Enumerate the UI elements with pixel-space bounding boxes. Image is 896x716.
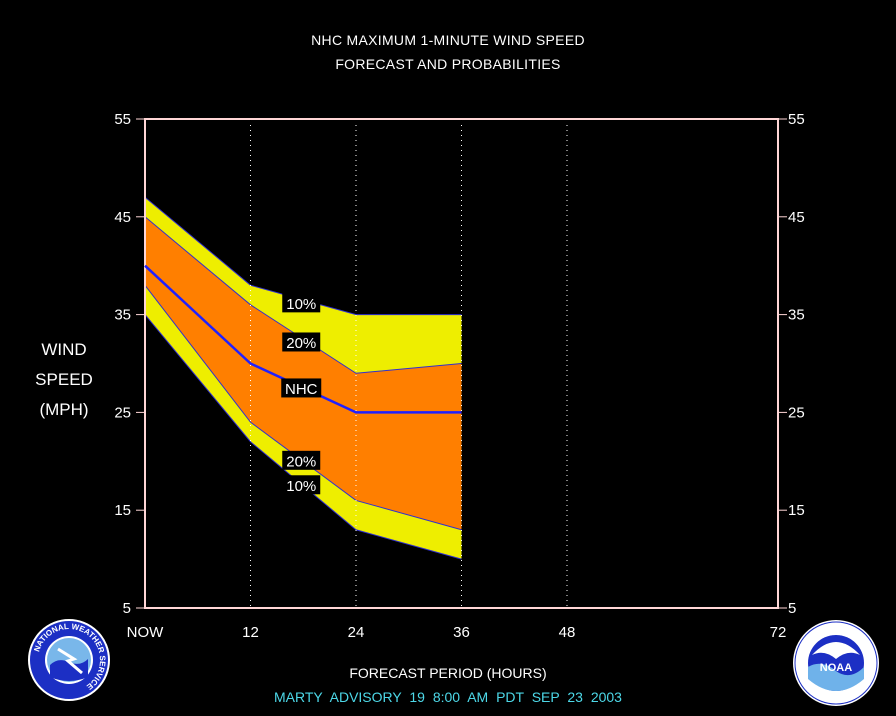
band-label-bg-0 xyxy=(282,293,321,313)
band-label-2: NHC xyxy=(285,381,318,398)
band-label-bg-2 xyxy=(281,378,322,398)
x-tick-label-48: 48 xyxy=(559,624,576,641)
nws-logo-icon: NATIONAL WEATHER SERVICE xyxy=(28,619,110,701)
probability-bands xyxy=(144,196,462,560)
x-axis-label: FORECAST PERIOD (HOURS) xyxy=(349,665,547,681)
y-axis-label-line-3: (MPH) xyxy=(39,400,89,419)
advisory-footer: MARTY ADVISORY 19 8:00 AM PDT SEP 23 200… xyxy=(274,689,622,705)
y-tick-label-left-5: 5 xyxy=(123,600,131,617)
band-label-bg-3 xyxy=(282,450,321,470)
band-labels: 10% 20% NHC 20% 10% xyxy=(281,293,322,495)
y-tick-label-left-55: 55 xyxy=(114,111,131,128)
band-label-bg-4 xyxy=(282,475,321,495)
chart-subtitle: FORECAST AND PROBABILITIES xyxy=(335,56,561,72)
chart-title: NHC MAXIMUM 1-MINUTE WIND SPEED xyxy=(311,32,585,48)
band-label-1: 20% xyxy=(286,335,316,352)
x-tick-label-36: 36 xyxy=(453,624,470,641)
y-tick-label-left-45: 45 xyxy=(114,209,131,226)
x-tick-label-now: NOW xyxy=(127,624,165,641)
y-tick-label-right-45: 45 xyxy=(788,209,805,226)
plot-frame xyxy=(144,118,779,609)
y-tick-label-right-15: 15 xyxy=(788,502,805,519)
band-label-bg-1 xyxy=(282,332,321,352)
y-axis-label-line-1: WIND xyxy=(41,340,87,359)
y-tick-label-left-35: 35 xyxy=(114,307,131,324)
y-axis-label-line-2: SPEED xyxy=(35,370,93,389)
noaa-logo-icon: NOAA xyxy=(793,620,879,706)
band-label-3: 20% xyxy=(286,453,316,470)
y-tick-label-left-15: 15 xyxy=(114,502,131,519)
band-label-4: 10% xyxy=(286,478,316,495)
y-tick-label-right-5: 5 xyxy=(788,600,796,617)
inner-band-20-percent xyxy=(145,216,462,530)
noaa-logo-text: NOAA xyxy=(820,662,852,674)
y-tick-label-right-35: 35 xyxy=(788,307,805,324)
x-tick-label-72: 72 xyxy=(770,624,787,641)
grid-lines xyxy=(250,125,568,608)
y-tick-label-right-55: 55 xyxy=(788,111,805,128)
x-tick-label-12: 12 xyxy=(242,624,259,641)
x-tick-label-24: 24 xyxy=(348,624,365,641)
plot-frame-rect xyxy=(144,118,779,609)
band-label-0: 10% xyxy=(286,296,316,313)
y-tick-label-right-25: 25 xyxy=(788,404,805,421)
y-tick-label-left-25: 25 xyxy=(114,404,131,421)
